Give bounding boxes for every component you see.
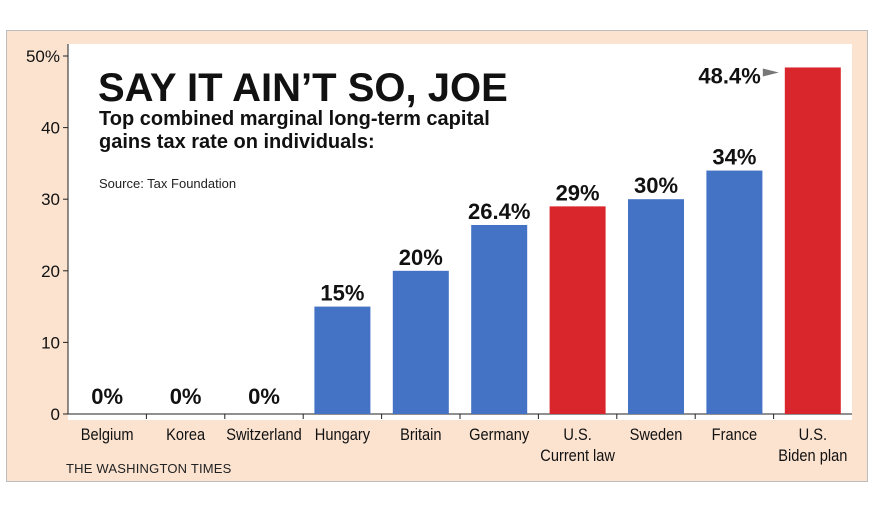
bar: [706, 170, 763, 414]
category-label: Britain: [400, 426, 441, 444]
value-label: 0%: [91, 384, 123, 409]
bar: [471, 224, 528, 414]
category-label: Hungary: [315, 426, 370, 444]
category-label: U.S.: [799, 426, 827, 444]
publisher-credit: THE WASHINGTON TIMES: [66, 461, 232, 476]
category-label: Korea: [166, 426, 205, 444]
category-label: Germany: [469, 426, 529, 444]
pointer-arrow: [762, 68, 779, 77]
chart-subtitle: Top combined marginal long-term capital …: [99, 108, 490, 153]
y-tick-label: 40: [41, 119, 60, 138]
source-note: Source: Tax Foundation: [99, 176, 237, 191]
y-tick-label: 10: [41, 333, 60, 352]
y-tick-label: 0: [51, 405, 60, 424]
y-tick-label: 20: [41, 262, 60, 281]
category-label: France: [712, 426, 758, 444]
value-label: 34%: [712, 145, 756, 170]
category-label: Sweden: [630, 426, 683, 444]
bar: [784, 67, 841, 415]
bar: [549, 206, 606, 414]
category-label: Biden plan: [778, 447, 847, 465]
category-label: U.S.: [563, 426, 591, 444]
category-label: Switzerland: [226, 426, 302, 444]
bar: [392, 270, 449, 414]
value-label: 15%: [320, 281, 364, 306]
chart-title: SAY IT AIN’T SO, JOE: [98, 66, 508, 110]
value-label: 48.4%: [698, 63, 760, 88]
value-label: 30%: [634, 173, 678, 198]
value-label: 0%: [248, 384, 280, 409]
value-label: 26.4%: [468, 199, 530, 224]
value-label: 20%: [399, 245, 443, 270]
category-label: Current law: [540, 447, 615, 465]
y-tick-label: 30: [41, 190, 60, 209]
bar: [628, 199, 684, 414]
y-tick-label: 50%: [26, 47, 60, 66]
value-label: 29%: [556, 180, 600, 205]
category-label: Belgium: [81, 426, 134, 444]
bar: [314, 306, 371, 414]
value-label: 0%: [170, 384, 202, 409]
